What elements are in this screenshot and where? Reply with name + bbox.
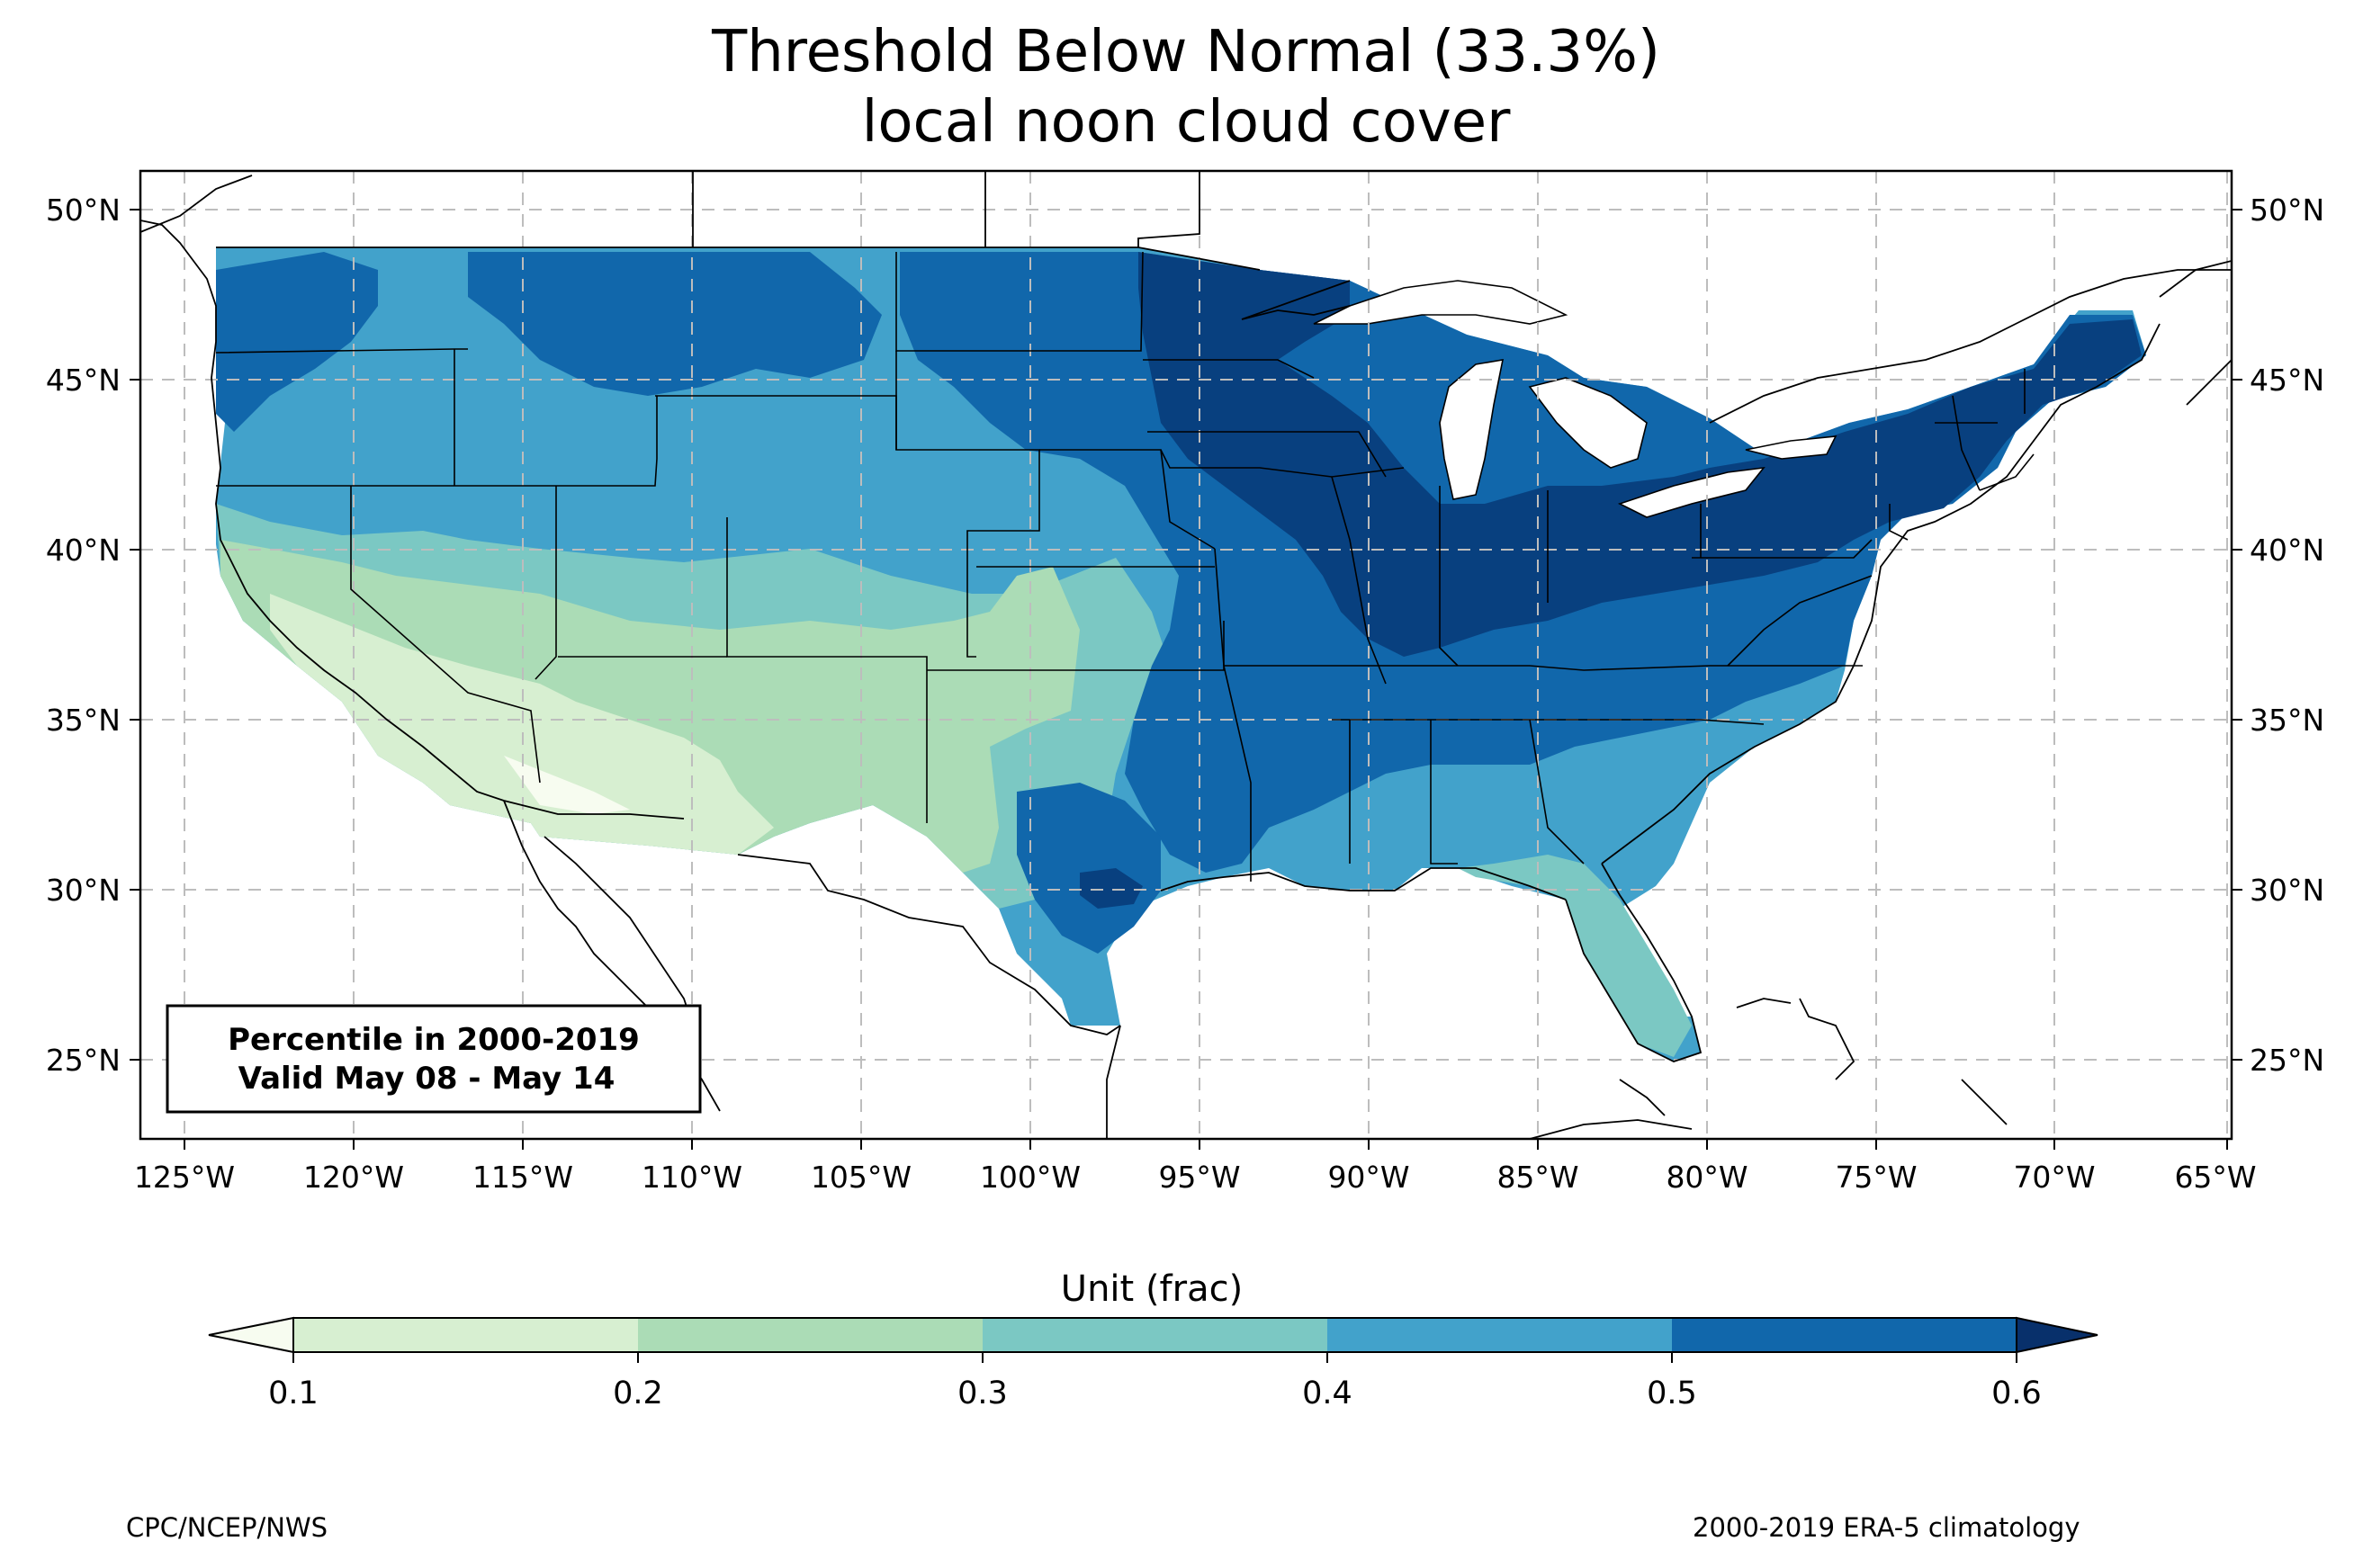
state-borders (215, 251, 2035, 882)
colorbar-segment-5 (1672, 1318, 2017, 1352)
colorbar-segment-3 (983, 1318, 1327, 1352)
map-frame (139, 169, 2233, 1141)
lon-label-75w: 75°W (1835, 1160, 1917, 1195)
map-area (140, 171, 2232, 1139)
lon-label-95w: 95°W (1158, 1160, 1240, 1195)
lat-label-40n-left: 40°N (46, 533, 121, 568)
info-box: Percentile in 2000-2019 Valid May 08 - M… (166, 1004, 702, 1114)
texas-dark (1017, 783, 1161, 954)
lat-label-25n-left: 25°N (46, 1043, 121, 1078)
colorbar-tick-label: 0.4 (1302, 1375, 1352, 1411)
great-lakes (1313, 280, 1837, 518)
lon-label-85w: 85°W (1496, 1160, 1578, 1195)
lat-label-50n-right: 50°N (2250, 193, 2324, 228)
texas-darkest (1080, 868, 1143, 909)
info-box-line-2: Valid May 08 - May 14 (238, 1061, 615, 1097)
colorbar-tick-label: 0.3 (957, 1375, 1008, 1411)
lon-label-100w: 100°W (980, 1160, 1081, 1195)
tick-marks (130, 209, 2242, 1150)
lon-label-110w: 110°W (642, 1160, 742, 1195)
northern-rockies-dark (468, 252, 882, 396)
lat-label-45n-right: 45°N (2250, 363, 2324, 398)
lon-label-120w: 120°W (303, 1160, 404, 1195)
title-line-1: Threshold Below Normal (33.3%) (712, 19, 1660, 85)
lat-label-40n-right: 40°N (2250, 533, 2324, 568)
colorbar-tick-label: 0.5 (1647, 1375, 1697, 1411)
desert-lowest-cloud (270, 594, 774, 855)
lat-label-50n-left: 50°N (46, 193, 121, 228)
lon-label-115w: 115°W (472, 1160, 573, 1195)
lat-label-30n-right: 30°N (2250, 873, 2324, 908)
lat-label-35n-left: 35°N (46, 703, 121, 738)
lon-label-65w: 65°W (2174, 1160, 2256, 1195)
lon-label-70w: 70°W (2013, 1160, 2095, 1195)
lat-label-45n-left: 45°N (46, 363, 121, 398)
colorbar-max-extend (2016, 1316, 2098, 1354)
footer-credit-right: 2000-2019 ERA-5 climatology (1693, 1512, 2080, 1543)
colorbar-label: Unit (frac) (1061, 1268, 1243, 1310)
lon-label-105w: 105°W (811, 1160, 912, 1195)
desert-min-cloud (504, 756, 630, 814)
midwest-darkest (1138, 252, 2142, 657)
lat-label-25n-right: 25°N (2250, 1043, 2324, 1078)
florida-teal (1458, 855, 1692, 1057)
colorbar-outline (292, 1317, 2017, 1353)
lat-label-35n-right: 35°N (2250, 703, 2324, 738)
info-box-line-1: Percentile in 2000-2019 (228, 1022, 640, 1058)
colorbar-segment-1 (293, 1318, 638, 1352)
colorbar-segment-2 (638, 1318, 983, 1352)
colorbar-segment-4 (1327, 1318, 1672, 1352)
colorbar: Unit (frac) 0.1 0.2 0.3 0.4 0.5 0.6 (208, 1268, 2098, 1411)
colorbar-min-extend (208, 1316, 294, 1354)
colorbar-tick-label: 0.6 (1991, 1375, 2042, 1411)
lon-label-80w: 80°W (1666, 1160, 1748, 1195)
colorbar-tick-label: 0.1 (268, 1375, 319, 1411)
coastlines (140, 171, 2232, 1139)
lon-label-125w: 125°W (134, 1160, 235, 1195)
footer-credit-left: CPC/NCEP/NWS (126, 1512, 328, 1543)
lat-label-30n-left: 30°N (46, 873, 121, 908)
lat-labels-right: 50°N 45°N 40°N 35°N 30°N 25°N (2250, 193, 2324, 1078)
cloud-cover-contours (216, 247, 2146, 1062)
lat-labels-left: 50°N 45°N 40°N 35°N 30°N 25°N (46, 193, 121, 1078)
colorbar-tick-label: 0.2 (613, 1375, 663, 1411)
title-line-2: local noon cloud cover (861, 89, 1511, 156)
lon-labels: 125°W 120°W 115°W 110°W 105°W 100°W 95°W… (134, 1160, 2257, 1195)
northwest-dark (216, 252, 378, 432)
lon-label-90w: 90°W (1327, 1160, 1409, 1195)
